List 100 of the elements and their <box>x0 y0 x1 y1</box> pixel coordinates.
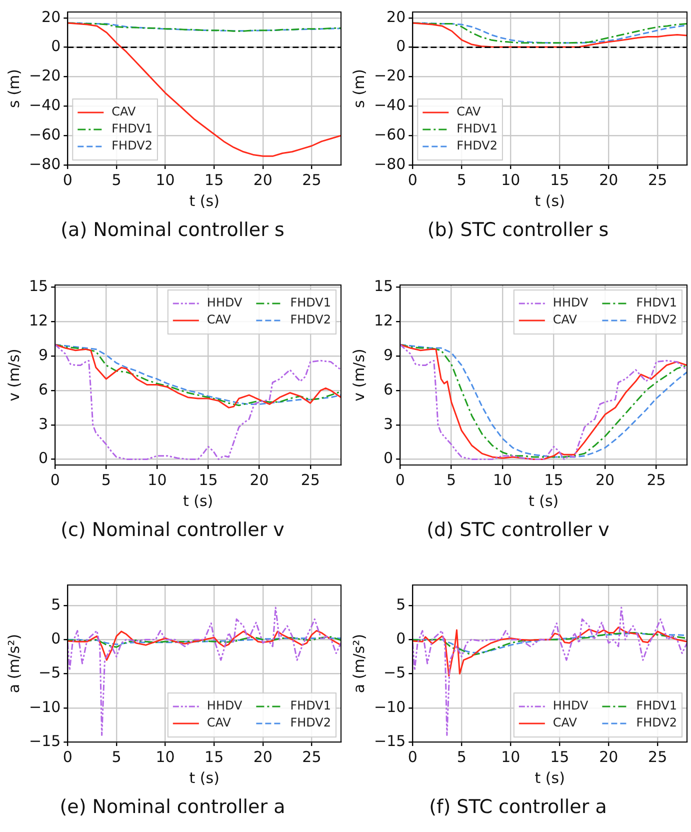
x-tick-label: 20 <box>599 748 618 766</box>
x-tick-label: 10 <box>493 470 512 489</box>
y-tick-label: 3 <box>38 414 48 433</box>
y-tick-label: 0 <box>396 37 406 56</box>
legend-label: HHDV <box>206 698 243 713</box>
y-tick-label: 15 <box>28 277 48 296</box>
y-axis-title: s (m) <box>350 69 368 108</box>
x-axis-title: t (s) <box>534 192 565 210</box>
y-tick-label: 12 <box>374 312 394 330</box>
y-tick-label: −10 <box>374 698 406 716</box>
line-series <box>68 637 341 646</box>
x-tick-label: 25 <box>646 470 666 489</box>
y-tick-label: −5 <box>384 664 406 682</box>
legend-label: CAV <box>552 716 578 730</box>
y-tick-label: −15 <box>374 732 406 750</box>
legend-label: FHDV2 <box>290 312 332 327</box>
x-tick-label: 10 <box>501 748 520 766</box>
text: (f) STC controller a <box>429 795 607 820</box>
x-tick-label: 5 <box>456 170 466 189</box>
y-tick-label: −60 <box>374 125 406 144</box>
legend-label: HHDV <box>552 296 589 310</box>
x-tick-label: 0 <box>62 170 72 189</box>
x-tick-label: 10 <box>148 470 167 489</box>
line-series <box>68 636 341 648</box>
y-tick-label: −80 <box>374 154 406 173</box>
x-tick-label: 15 <box>544 470 564 489</box>
x-tick-label: 15 <box>550 170 570 189</box>
x-tick-label: 0 <box>408 748 418 766</box>
y-tick-label: 12 <box>28 312 48 330</box>
y-tick-label: 20 <box>386 8 406 26</box>
y-tick-label: −15 <box>29 732 61 750</box>
x-axis-title: t (s) <box>182 492 214 510</box>
legend-label: FHDV2 <box>290 716 332 730</box>
y-tick-label: −20 <box>29 66 61 85</box>
x-tick-label: 20 <box>253 748 272 766</box>
y-tick-label: 20 <box>42 8 61 26</box>
x-axis-title: t (s) <box>528 492 559 510</box>
text: (b) STC controller s <box>427 218 609 243</box>
x-tick-label: 15 <box>198 470 218 489</box>
x-tick-label: 5 <box>446 470 456 489</box>
x-tick-label: 25 <box>648 170 668 189</box>
x-tick-label: 15 <box>204 170 224 189</box>
legend-label: FHDV1 <box>636 296 678 310</box>
y-tick-label: 0 <box>51 630 61 648</box>
y-tick-label: −40 <box>374 96 406 114</box>
y-axis-title: a (m/s²) <box>4 634 23 694</box>
line-series <box>412 606 687 736</box>
x-tick-label: 20 <box>599 170 618 189</box>
x-axis-title: t (s) <box>189 768 220 787</box>
line-series <box>68 606 341 736</box>
y-tick-label: 3 <box>384 414 394 433</box>
legend-label: CAV <box>456 104 482 119</box>
legend-label: FHDV2 <box>636 716 678 730</box>
y-axis-title: v (m/s) <box>4 348 23 402</box>
legend-label: FHDV1 <box>290 296 332 310</box>
x-tick-label: 25 <box>300 470 320 489</box>
text: (c) Nominal controller v <box>60 518 284 543</box>
x-tick-label: 20 <box>253 170 272 189</box>
y-tick-label: 0 <box>396 630 406 648</box>
x-tick-label: 0 <box>62 748 72 766</box>
x-tick-label: 10 <box>156 170 175 189</box>
x-tick-label: 20 <box>595 470 615 489</box>
x-tick-label: 15 <box>204 748 224 766</box>
x-tick-label: 10 <box>156 748 175 766</box>
y-tick-label: 6 <box>38 380 48 398</box>
x-tick-label: 5 <box>101 470 111 489</box>
legend-label: FHDV2 <box>112 138 152 153</box>
y-tick-label: 0 <box>38 449 48 468</box>
legend-label: CAV <box>206 312 232 327</box>
legend-label: CAV <box>112 104 136 119</box>
y-tick-label: 5 <box>51 595 61 614</box>
x-tick-label: 25 <box>648 748 668 766</box>
y-axis-title: a (m/s²) <box>350 634 368 694</box>
legend-label: CAV <box>206 716 232 730</box>
x-tick-label: 10 <box>501 170 520 189</box>
y-tick-label: 9 <box>384 346 394 364</box>
x-tick-label: 0 <box>408 170 418 189</box>
x-tick-label: 25 <box>302 170 322 189</box>
x-tick-label: 5 <box>112 748 122 766</box>
y-tick-label: −5 <box>38 664 61 682</box>
y-axis-title: v (m/s) <box>350 348 368 402</box>
legend-label: FHDV2 <box>456 138 498 153</box>
legend-label: FHDV1 <box>456 122 498 136</box>
legend-label: HHDV <box>206 296 243 310</box>
legend-label: FHDV1 <box>112 122 152 136</box>
y-tick-label: 5 <box>396 595 406 614</box>
x-tick-label: 20 <box>250 470 269 489</box>
y-tick-label: −40 <box>29 96 61 114</box>
y-tick-label: 9 <box>38 346 48 364</box>
x-tick-label: 5 <box>456 748 466 766</box>
legend-label: FHDV1 <box>636 698 678 713</box>
x-tick-label: 5 <box>112 170 122 189</box>
text: (d) STC controller v <box>426 518 610 543</box>
legend-label: FHDV2 <box>636 312 678 327</box>
y-tick-label: −80 <box>29 154 61 173</box>
line-series <box>55 344 341 460</box>
y-tick-label: −60 <box>29 125 61 144</box>
y-tick-label: 6 <box>384 380 394 398</box>
legend-label: FHDV1 <box>290 698 332 713</box>
x-tick-label: 25 <box>302 748 322 766</box>
